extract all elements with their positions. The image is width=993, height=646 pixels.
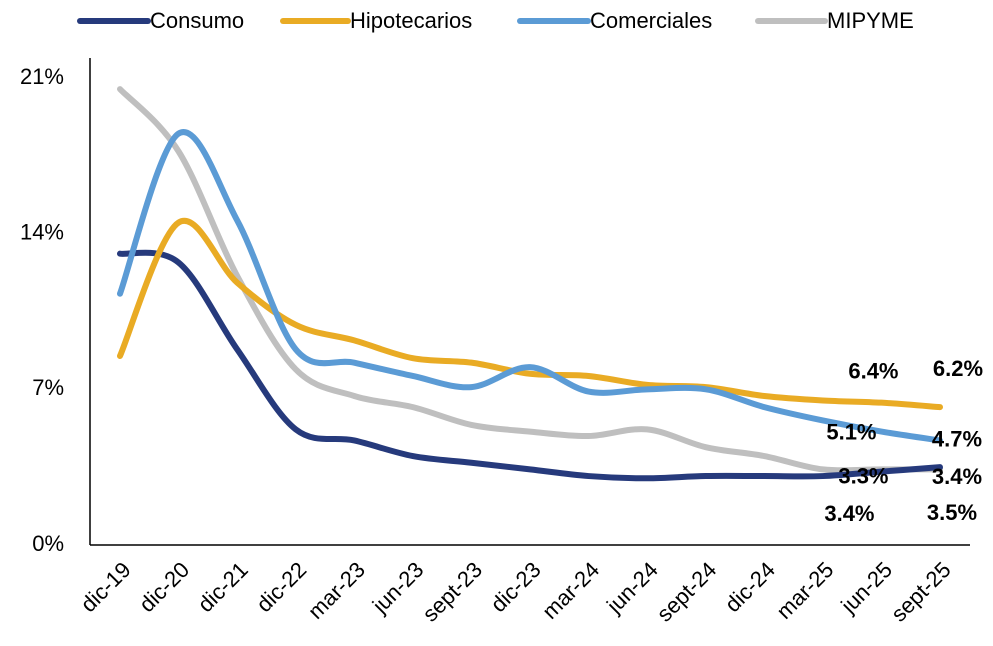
- y-tick-label: 14%: [20, 219, 64, 244]
- x-tick-label: mar-23: [303, 557, 370, 624]
- x-tick-label: sept-24: [652, 557, 722, 627]
- x-tick-label: dic-20: [134, 557, 194, 617]
- legend-label: Comerciales: [590, 8, 712, 33]
- data-label: 4.7%: [932, 426, 982, 451]
- x-tick-label: mar-24: [537, 557, 604, 624]
- series-line: [117, 129, 943, 444]
- data-label: 3.5%: [927, 500, 977, 525]
- data-label: 3.4%: [932, 464, 982, 489]
- y-tick-label: 21%: [20, 64, 64, 89]
- data-label: 5.1%: [826, 419, 876, 444]
- x-tick-label: sept-25: [886, 557, 956, 627]
- data-label: 3.3%: [838, 463, 888, 488]
- data-label: 6.4%: [848, 358, 898, 383]
- legend-label: Consumo: [150, 8, 244, 33]
- data-label: 6.2%: [933, 356, 983, 381]
- series-line: [117, 217, 943, 411]
- y-tick-label: 7%: [32, 375, 64, 400]
- series-line: [117, 249, 943, 482]
- x-tick-label: sept-23: [418, 557, 488, 627]
- x-tick-label: dic-22: [251, 557, 311, 617]
- legend-label: Hipotecarios: [350, 8, 472, 33]
- x-tick-label: dic-19: [76, 557, 136, 617]
- data-label: 3.4%: [824, 501, 874, 526]
- y-tick-label: 0%: [32, 531, 64, 556]
- x-tick-label: dic-21: [193, 557, 253, 617]
- series-line: [117, 86, 943, 474]
- legend-label: MIPYME: [827, 8, 914, 33]
- x-tick-label: mar-25: [772, 557, 839, 624]
- x-tick-label: dic-23: [486, 557, 546, 617]
- x-tick-label: dic-24: [720, 557, 780, 617]
